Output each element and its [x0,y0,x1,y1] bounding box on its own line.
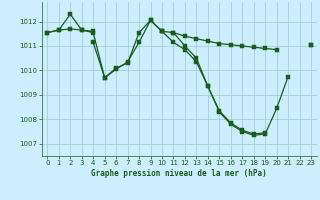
X-axis label: Graphe pression niveau de la mer (hPa): Graphe pression niveau de la mer (hPa) [91,169,267,178]
